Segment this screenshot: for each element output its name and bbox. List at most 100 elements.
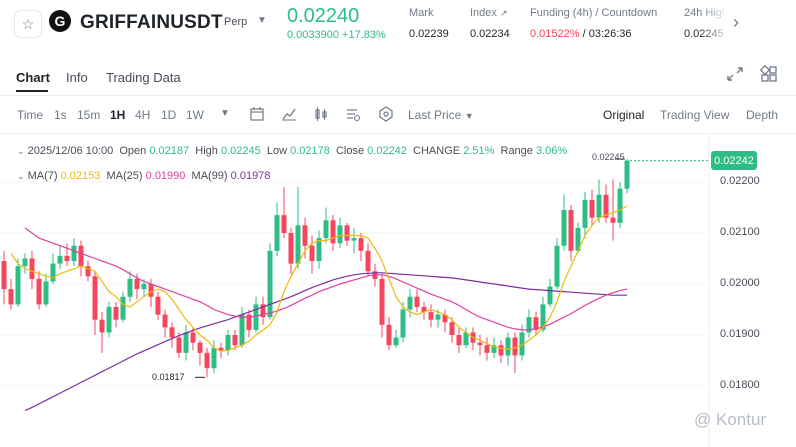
- candle: [393, 329, 399, 348]
- candle-type-icon[interactable]: [313, 106, 329, 122]
- symbol-title[interactable]: GRIFFAINUSDT: [80, 12, 223, 33]
- candle: [428, 304, 434, 328]
- candle-body: [351, 238, 357, 241]
- candle: [127, 271, 133, 302]
- interval-1s[interactable]: 1s: [54, 108, 67, 122]
- y-tick-label: 0.01900: [720, 328, 760, 340]
- favorite-star-icon[interactable]: ☆: [14, 10, 42, 38]
- candle-body: [386, 324, 392, 346]
- interval-1h[interactable]: 1H: [110, 108, 126, 122]
- collapse-chevron-icon[interactable]: ⌄: [17, 146, 25, 156]
- interval-15m[interactable]: 15m: [77, 108, 101, 122]
- candle: [624, 159, 630, 194]
- candle-body: [267, 250, 273, 318]
- candle: [78, 240, 84, 277]
- candle-body: [288, 233, 294, 264]
- interval-1d[interactable]: 1D: [161, 108, 177, 122]
- settings-list-icon[interactable]: [345, 106, 361, 122]
- chevron-right-icon[interactable]: ›: [733, 12, 739, 32]
- candle-body: [85, 266, 91, 277]
- candle-body: [309, 245, 315, 262]
- symbol-dropdown-icon[interactable]: ▼: [257, 15, 267, 26]
- candle: [197, 340, 203, 366]
- tab-chart[interactable]: Chart: [16, 70, 50, 85]
- candle: [547, 278, 553, 307]
- candle: [470, 327, 476, 351]
- expand-icon[interactable]: [726, 66, 744, 82]
- funding-label: Funding (4h) / Countdown: [530, 7, 658, 19]
- candle: [561, 194, 567, 251]
- candle: [589, 189, 595, 226]
- y-tick-label: 0.02000: [720, 277, 760, 289]
- candle: [36, 271, 42, 310]
- candle: [15, 258, 21, 307]
- candle-body: [302, 225, 308, 246]
- candle-body: [568, 210, 574, 251]
- candle: [316, 230, 322, 269]
- candle-body: [260, 304, 266, 318]
- candle-body: [50, 263, 56, 282]
- funding-value: 0.01522% / 03:26:36: [530, 28, 632, 40]
- candle: [568, 204, 574, 262]
- candle-body: [1, 261, 7, 290]
- candle: [43, 273, 49, 307]
- candle-body: [197, 342, 203, 353]
- candle-body: [337, 225, 343, 244]
- candle-body: [442, 314, 448, 323]
- interval-4h[interactable]: 4H: [135, 108, 151, 122]
- range-value: 3.06%: [535, 145, 568, 157]
- candle: [57, 245, 63, 269]
- candle-body: [519, 332, 525, 356]
- high-marker-label: 0.02245: [592, 152, 625, 162]
- contract-type-label: Perp: [224, 16, 248, 28]
- line-chart-icon[interactable]: [281, 106, 297, 122]
- candle: [183, 324, 189, 361]
- candle-body: [232, 335, 238, 346]
- candle: [71, 238, 77, 267]
- mark-label: Mark: [409, 7, 434, 19]
- candle-body: [617, 188, 623, 223]
- collapse-chevron-icon[interactable]: ⌄: [17, 171, 25, 181]
- last-price: 0.02240: [287, 5, 360, 27]
- candle-body: [22, 258, 28, 267]
- candle-body: [512, 337, 518, 356]
- index-value: 0.02234: [470, 28, 510, 40]
- candle: [155, 291, 161, 320]
- external-link-icon[interactable]: ↗: [499, 8, 508, 18]
- candle: [260, 296, 266, 325]
- candle: [575, 222, 581, 254]
- tab-trading-data[interactable]: Trading Data: [106, 70, 181, 85]
- interval-1w[interactable]: 1W: [186, 108, 204, 122]
- view-depth[interactable]: Depth: [746, 108, 779, 122]
- layout-grid-icon[interactable]: [760, 65, 778, 83]
- candle: [400, 301, 406, 343]
- view-original[interactable]: Original: [603, 108, 645, 122]
- view-trading-view[interactable]: Trading View: [660, 108, 730, 122]
- candle-body: [281, 215, 287, 233]
- indicator-calendar-icon[interactable]: [249, 106, 265, 122]
- candle: [1, 250, 7, 305]
- candle: [85, 261, 91, 282]
- y-tick-label: 0.02200: [720, 175, 760, 187]
- index-label: Index ↗: [470, 7, 508, 19]
- interval-more-icon[interactable]: ▼: [220, 108, 230, 119]
- price-type-select[interactable]: Last Price ▼: [408, 108, 474, 122]
- tab-info[interactable]: Info: [66, 70, 88, 85]
- candle-body: [477, 342, 483, 346]
- candle: [337, 217, 343, 249]
- candle-body: [141, 284, 147, 290]
- candle: [414, 289, 420, 313]
- candle: [162, 309, 168, 338]
- candle: [554, 238, 560, 290]
- drawing-tools-icon[interactable]: [378, 106, 394, 122]
- ma25-line: [24, 227, 628, 331]
- divider: [0, 133, 796, 134]
- candle: [498, 340, 504, 364]
- candle: [218, 342, 224, 358]
- price-chart[interactable]: [0, 134, 796, 447]
- time-label: Time: [17, 108, 44, 122]
- candle-body: [127, 278, 133, 297]
- candle: [365, 243, 371, 277]
- candle: [99, 312, 105, 353]
- candle: [225, 329, 231, 356]
